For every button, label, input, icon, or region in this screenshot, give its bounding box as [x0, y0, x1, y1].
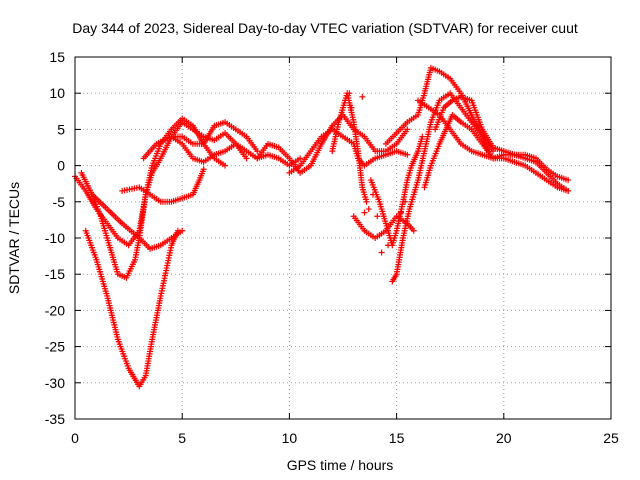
data-point — [374, 213, 381, 220]
y-tick-label: 10 — [49, 85, 65, 101]
series-track-13 — [389, 90, 497, 285]
data-point — [565, 177, 572, 184]
data-point — [361, 209, 368, 216]
data-point — [348, 104, 355, 111]
y-tick-label: -20 — [45, 302, 65, 318]
x-tick-label: 10 — [282, 430, 298, 446]
x-tick-label: 15 — [389, 430, 405, 446]
axis-ticks — [74, 56, 612, 420]
data-point — [297, 155, 304, 162]
y-tick-label: -10 — [45, 230, 65, 246]
x-tick-labels: 0 5 10 15 20 25 — [71, 430, 619, 446]
series-track-3 — [82, 227, 181, 390]
chart-title: Day 344 of 2023, Sidereal Day-to-day VTE… — [72, 20, 578, 36]
data-point — [346, 90, 353, 97]
y-tick-label: 15 — [49, 49, 65, 65]
data-point — [404, 151, 411, 158]
y-tick-labels: -35 -30 -25 -20 -15 -10 -5 0 5 10 15 — [45, 49, 65, 427]
data-point — [243, 155, 250, 162]
y-axis-label: SDTVAR / TECUs — [6, 182, 22, 294]
series-track-7 — [168, 133, 304, 169]
data-point — [365, 206, 372, 213]
data-point — [179, 227, 186, 234]
series-track-16 — [432, 93, 572, 184]
series-track-17 — [415, 97, 572, 194]
x-tick-label: 20 — [496, 430, 512, 446]
data-point — [402, 198, 409, 205]
grid — [75, 57, 611, 419]
data-point — [370, 191, 377, 198]
data-point — [378, 249, 385, 256]
y-tick-label: -30 — [45, 375, 65, 391]
y-tick-label: -25 — [45, 339, 65, 355]
data-point — [397, 209, 404, 216]
x-tick-label: 5 — [178, 430, 186, 446]
data-point — [363, 198, 370, 205]
series-outliers — [342, 90, 409, 256]
series-track-4 — [89, 191, 186, 252]
y-tick-label: -15 — [45, 266, 65, 282]
series-track-10 — [329, 90, 370, 205]
y-tick-label: 0 — [57, 158, 65, 174]
series-track-2 — [78, 119, 250, 281]
x-tick-label: 25 — [603, 430, 619, 446]
data-point — [359, 93, 366, 100]
data-point — [410, 227, 417, 234]
data-point — [565, 187, 572, 194]
x-axis-label: GPS time / hours — [287, 457, 394, 473]
data-point — [254, 148, 261, 155]
data-points — [72, 64, 572, 390]
data-point — [222, 162, 229, 169]
y-tick-label: -5 — [53, 194, 66, 210]
data-point — [419, 133, 426, 140]
y-tick-label: -35 — [45, 411, 65, 427]
data-point — [200, 166, 207, 173]
series-track-6 — [140, 119, 261, 162]
data-point — [385, 242, 392, 249]
y-tick-label: 5 — [57, 121, 65, 137]
data-point — [342, 97, 349, 104]
series-track-12 — [367, 133, 426, 249]
x-tick-label: 0 — [71, 430, 79, 446]
series-track-5 — [119, 166, 207, 205]
data-point — [404, 126, 411, 133]
